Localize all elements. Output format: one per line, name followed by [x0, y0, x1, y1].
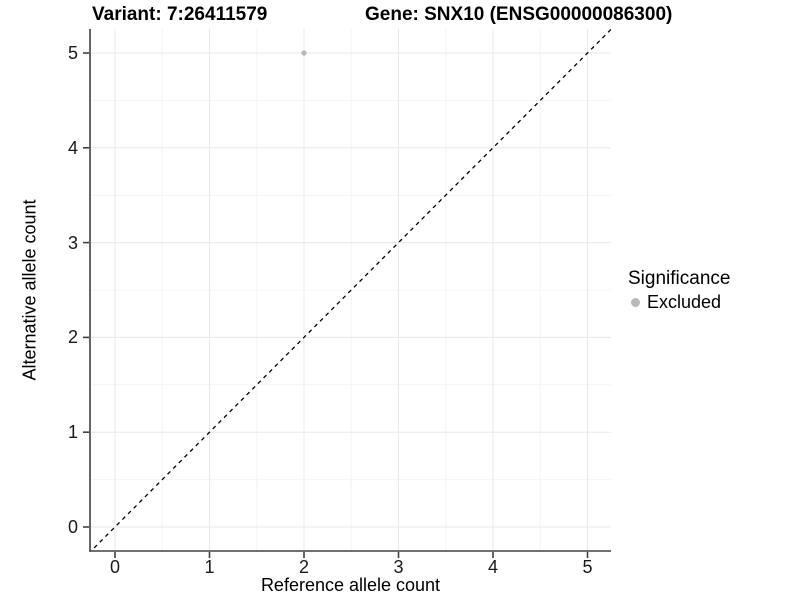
- legend-item-excluded: Excluded: [628, 291, 730, 313]
- y-tick-label: 1: [67, 422, 78, 443]
- y-tick-label: 5: [67, 43, 78, 63]
- data-point: [301, 50, 307, 56]
- y-tick-label: 3: [67, 232, 78, 253]
- x-tick-label: 3: [393, 557, 404, 577]
- y-tick-label: 2: [67, 327, 78, 348]
- plot-title-gene: Gene: SNX10 (ENSG00000086300): [365, 4, 673, 25]
- legend-item-label: Excluded: [647, 292, 722, 312]
- legend: Significance Excluded: [628, 268, 730, 313]
- identity-dashed-line: [90, 29, 611, 551]
- x-tick-label: 1: [204, 557, 215, 577]
- x-tick-label: 2: [298, 557, 309, 577]
- x-tick-label: 5: [582, 557, 593, 577]
- legend-key-dot: [631, 297, 640, 307]
- x-axis-title: Reference allele count: [260, 575, 441, 595]
- y-tick-label: 4: [67, 137, 78, 158]
- y-tick-label: 0: [67, 517, 78, 537]
- x-tick-label: 4: [487, 557, 498, 577]
- plot-title-variant: Variant: 7:26411579: [92, 4, 268, 25]
- y-axis-title: Alternative allele count: [19, 199, 40, 381]
- x-tick-label: 0: [109, 557, 120, 577]
- legend-title: Significance: [628, 268, 731, 289]
